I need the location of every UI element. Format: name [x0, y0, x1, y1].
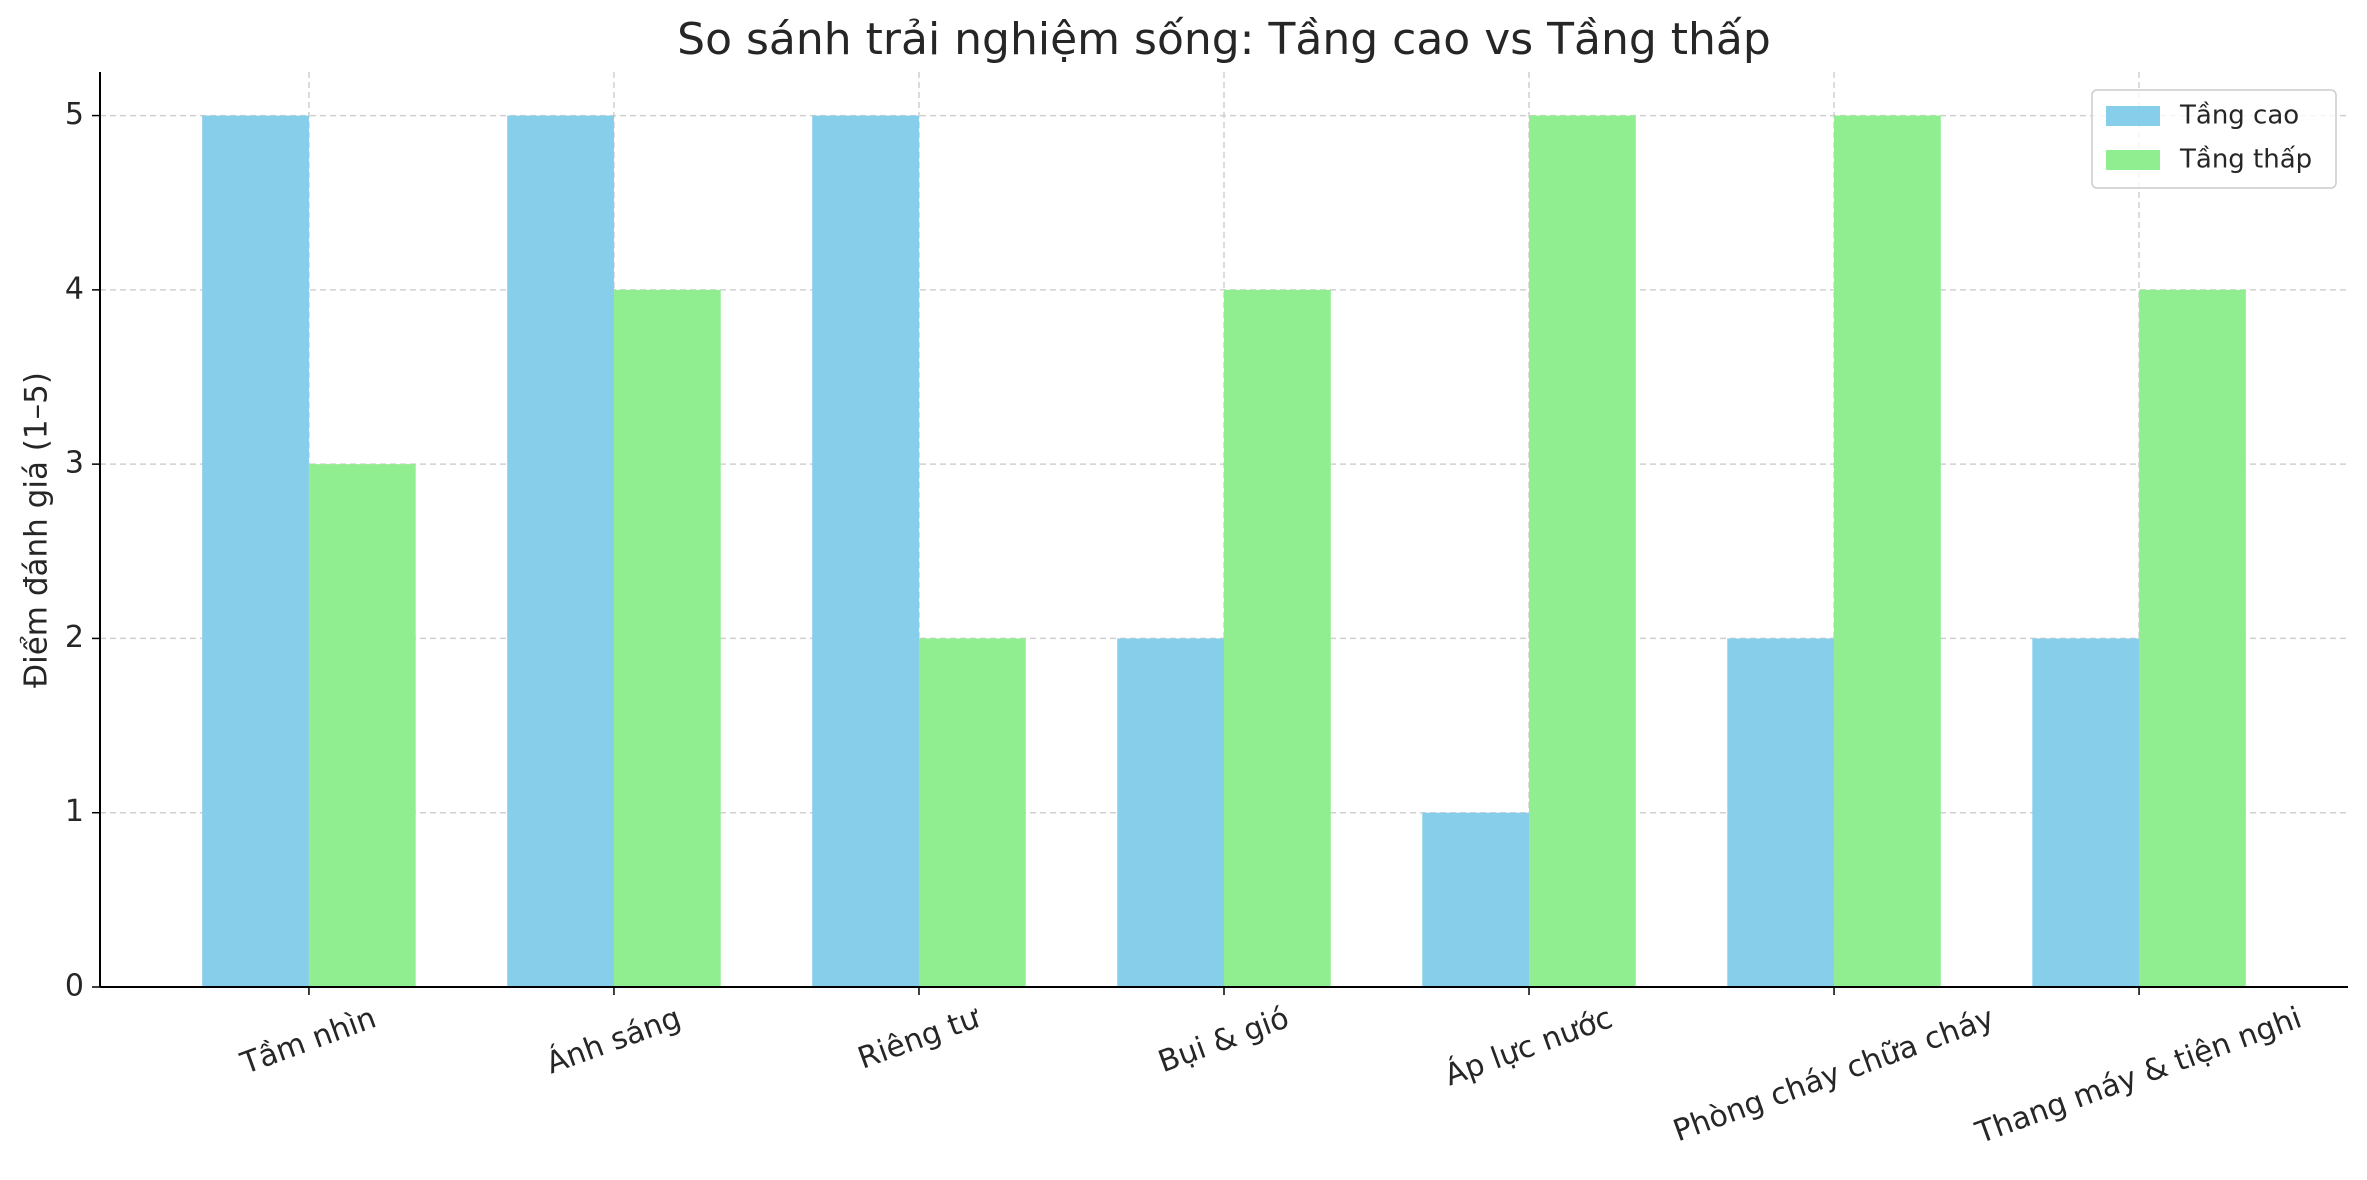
- bar: [613, 289, 721, 987]
- bar: [507, 115, 614, 988]
- y-tick-label: 2: [65, 620, 84, 655]
- legend-swatch: [2106, 106, 2160, 126]
- legend-swatch: [2106, 150, 2160, 170]
- x-tick-label: Thang máy & tiện nghi: [1970, 1001, 2306, 1152]
- bar: [2139, 289, 2246, 987]
- bars: [202, 115, 2246, 988]
- x-tick-label: Áp lực nước: [1440, 1000, 1617, 1094]
- bar: [918, 638, 1026, 987]
- y-tick-label: 3: [65, 446, 84, 481]
- y-axis-label: Điểm đánh giá (1–5): [19, 372, 55, 688]
- y-tick-label: 1: [65, 794, 84, 829]
- x-tick-label: Phòng cháy chữa cháy: [1669, 1001, 1999, 1150]
- legend-label: Tầng cao: [2179, 101, 2299, 131]
- bar: [812, 115, 919, 988]
- x-tick-label: Tầm nhìn: [235, 1001, 380, 1082]
- legend: Tầng cao Tầng thấp: [2091, 89, 2337, 189]
- bar: [1422, 812, 1530, 987]
- x-tick-label: Ánh sáng: [541, 1000, 685, 1082]
- bar: [308, 464, 416, 988]
- bar: [2032, 638, 2140, 987]
- y-tick-label: 4: [65, 271, 84, 306]
- bar: [1224, 289, 1331, 987]
- bar: [1117, 638, 1224, 987]
- bar: [1834, 115, 1941, 988]
- bar: [1727, 638, 1835, 987]
- bar: [202, 115, 309, 988]
- y-tick-label: 0: [65, 969, 84, 1004]
- y-tick-label: 5: [65, 97, 84, 132]
- x-tick-label: Riêng tư: [853, 1000, 985, 1077]
- chart-title: So sánh trải nghiệm sống: Tầng cao vs Tầ…: [677, 14, 1771, 65]
- bar: [1529, 115, 1636, 988]
- legend-label: Tầng thấp: [2179, 145, 2312, 175]
- x-tick-label: Bụi & gió: [1154, 1001, 1294, 1080]
